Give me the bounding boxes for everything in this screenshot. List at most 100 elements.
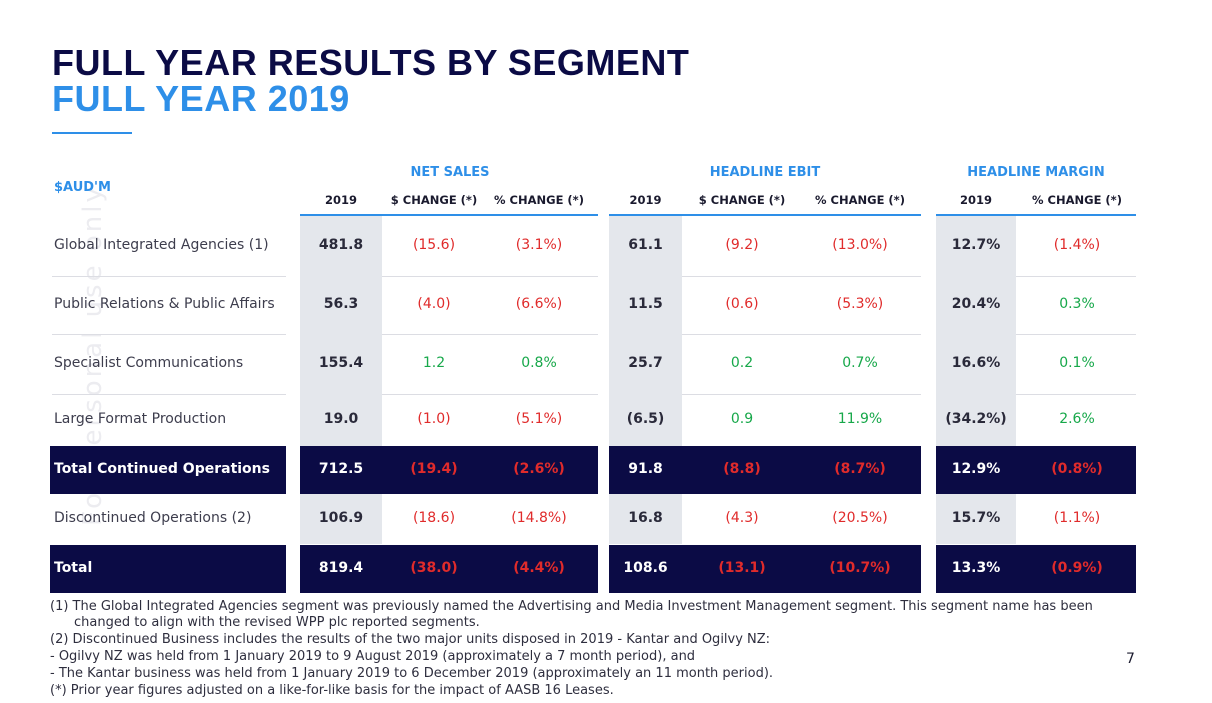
cell-net-sales-2019: 155.4 <box>318 355 364 371</box>
cell-margin-pct-change: (1.1%) <box>1053 510 1101 526</box>
cell-margin-pct-change: (0.8%) <box>1051 461 1103 477</box>
cell-margin-2019: (34.2%) <box>945 411 1007 427</box>
cell-ebit-dollar-change: (8.8) <box>723 461 761 477</box>
unit-label: $AUD'M <box>54 180 111 195</box>
cell-net-sales-pct-change: (3.1%) <box>515 237 563 253</box>
cell-net-sales-dollar-change: 1.2 <box>422 355 446 371</box>
cell-margin-2019: 12.9% <box>951 461 1001 477</box>
footnote-2: (2) Discontinued Business includes the r… <box>50 632 771 647</box>
header-rule-ebit <box>609 214 921 216</box>
col-header-margin-2019: 2019 <box>959 193 992 207</box>
row-label-total-continued-operations: Total Continued Operations <box>54 461 270 477</box>
cell-net-sales-dollar-change: (4.0) <box>417 296 451 312</box>
cell-ebit-pct-change: (5.3%) <box>836 296 884 312</box>
col-header-net-sales-2019: 2019 <box>324 193 357 207</box>
cell-ebit-dollar-change: 0.9 <box>730 411 754 427</box>
row-separator <box>1016 276 1136 277</box>
cell-net-sales-2019: 106.9 <box>318 510 364 526</box>
cell-net-sales-2019: 56.3 <box>323 296 359 312</box>
group-header-net-sales: NET SALES <box>410 165 490 180</box>
cell-ebit-dollar-change: (4.3) <box>725 510 759 526</box>
cell-ebit-dollar-change: (0.6) <box>725 296 759 312</box>
total-continued-bar-label <box>50 446 286 494</box>
cell-ebit-dollar-change: 0.2 <box>730 355 754 371</box>
col-header-net-sales-dollar-change: $ CHANGE (*) <box>390 193 478 207</box>
cell-net-sales-2019: 19.0 <box>323 411 359 427</box>
ebit-2019-shade <box>609 216 682 446</box>
cell-margin-pct-change: 2.6% <box>1059 411 1095 427</box>
cell-ebit-2019: 25.7 <box>628 355 663 371</box>
cell-ebit-2019: 11.5 <box>628 296 663 312</box>
cell-ebit-2019: 61.1 <box>628 237 663 253</box>
cell-net-sales-pct-change: (2.6%) <box>513 461 565 477</box>
cell-net-sales-pct-change: (6.6%) <box>515 296 563 312</box>
cell-ebit-pct-change: 0.7% <box>842 355 878 371</box>
row-separator <box>382 394 598 395</box>
group-header-headline-ebit: HEADLINE EBIT <box>709 165 821 180</box>
cell-margin-pct-change: 0.3% <box>1059 296 1095 312</box>
cell-net-sales-pct-change: 0.8% <box>521 355 557 371</box>
cell-ebit-pct-change: (20.5%) <box>832 510 888 526</box>
cell-margin-2019: 20.4% <box>951 296 1001 312</box>
cell-net-sales-dollar-change: (38.0) <box>410 560 458 576</box>
total-continued-bar-ebit <box>609 446 921 494</box>
cell-margin-pct-change: 0.1% <box>1059 355 1095 371</box>
row-separator <box>1016 334 1136 335</box>
col-header-ebit-pct-change: % CHANGE (*) <box>815 193 905 207</box>
cell-margin-2019: 12.7% <box>951 237 1001 253</box>
row-label-specialist-communications: Specialist Communications <box>54 355 244 371</box>
row-separator <box>682 394 921 395</box>
footnote-1: (1) The Global Integrated Agencies segme… <box>50 599 1093 614</box>
row-separator <box>52 334 286 335</box>
col-header-net-sales-pct-change: % CHANGE (*) <box>494 193 584 207</box>
net-sales-2019-shade-2 <box>300 494 382 544</box>
cell-ebit-pct-change: 11.9% <box>837 411 883 427</box>
row-separator <box>382 276 598 277</box>
cell-ebit-2019: 16.8 <box>628 510 663 526</box>
cell-net-sales-dollar-change: (1.0) <box>417 411 451 427</box>
row-separator <box>682 334 921 335</box>
row-label-public-relations: Public Relations & Public Affairs <box>54 296 275 312</box>
page-title: FULL YEAR RESULTS BY SEGMENT <box>52 42 690 83</box>
cell-margin-pct-change: (0.9%) <box>1051 560 1103 576</box>
page-subtitle: FULL YEAR 2019 <box>52 78 350 119</box>
margin-2019-shade-2 <box>936 494 1016 544</box>
row-label-large-format-production: Large Format Production <box>54 411 227 427</box>
header-rule-margin <box>936 214 1136 216</box>
col-header-ebit-2019: 2019 <box>629 193 662 207</box>
cell-margin-2019: 16.6% <box>951 355 1001 371</box>
cell-ebit-dollar-change: (9.2) <box>725 237 759 253</box>
footnote-asterisk: (*) Prior year figures adjusted on a lik… <box>50 683 614 698</box>
row-label-global-integrated-agencies: Global Integrated Agencies (1) <box>54 237 269 253</box>
total-continued-bar-margin <box>936 446 1136 494</box>
group-header-headline-margin: HEADLINE MARGIN <box>967 165 1105 180</box>
total-continued-bar-net-sales <box>300 446 598 494</box>
cell-net-sales-dollar-change: (18.6) <box>412 510 456 526</box>
cell-ebit-pct-change: (13.0%) <box>832 237 888 253</box>
col-header-margin-pct-change: % CHANGE (*) <box>1032 193 1122 207</box>
col-header-ebit-dollar-change: $ CHANGE (*) <box>698 193 786 207</box>
cell-net-sales-pct-change: (5.1%) <box>515 411 563 427</box>
total-bar-net-sales <box>300 545 598 593</box>
cell-ebit-pct-change: (8.7%) <box>834 461 886 477</box>
cell-net-sales-dollar-change: (15.6) <box>412 237 456 253</box>
cell-net-sales-2019: 712.5 <box>318 461 364 477</box>
page-number: 7 <box>1126 651 1135 667</box>
cell-ebit-2019: (6.5) <box>626 411 665 427</box>
ebit-2019-shade-2 <box>609 494 682 544</box>
cell-margin-pct-change: (1.4%) <box>1053 237 1101 253</box>
cell-net-sales-pct-change: (14.8%) <box>511 510 567 526</box>
net-sales-2019-shade <box>300 216 382 446</box>
title-underline <box>52 132 132 134</box>
row-separator <box>1016 394 1136 395</box>
row-separator <box>382 334 598 335</box>
total-bar-margin <box>936 545 1136 593</box>
row-label-discontinued-operations: Discontinued Operations (2) <box>54 510 252 526</box>
row-label-total: Total <box>54 560 93 576</box>
cell-ebit-2019: 108.6 <box>623 560 668 576</box>
row-separator <box>52 276 286 277</box>
cell-net-sales-dollar-change: (19.4) <box>410 461 458 477</box>
cell-margin-2019: 15.7% <box>951 510 1001 526</box>
footnote-2-bullet-kantar: - The Kantar business was held from 1 Ja… <box>50 666 774 681</box>
cell-margin-2019: 13.3% <box>951 560 1001 576</box>
